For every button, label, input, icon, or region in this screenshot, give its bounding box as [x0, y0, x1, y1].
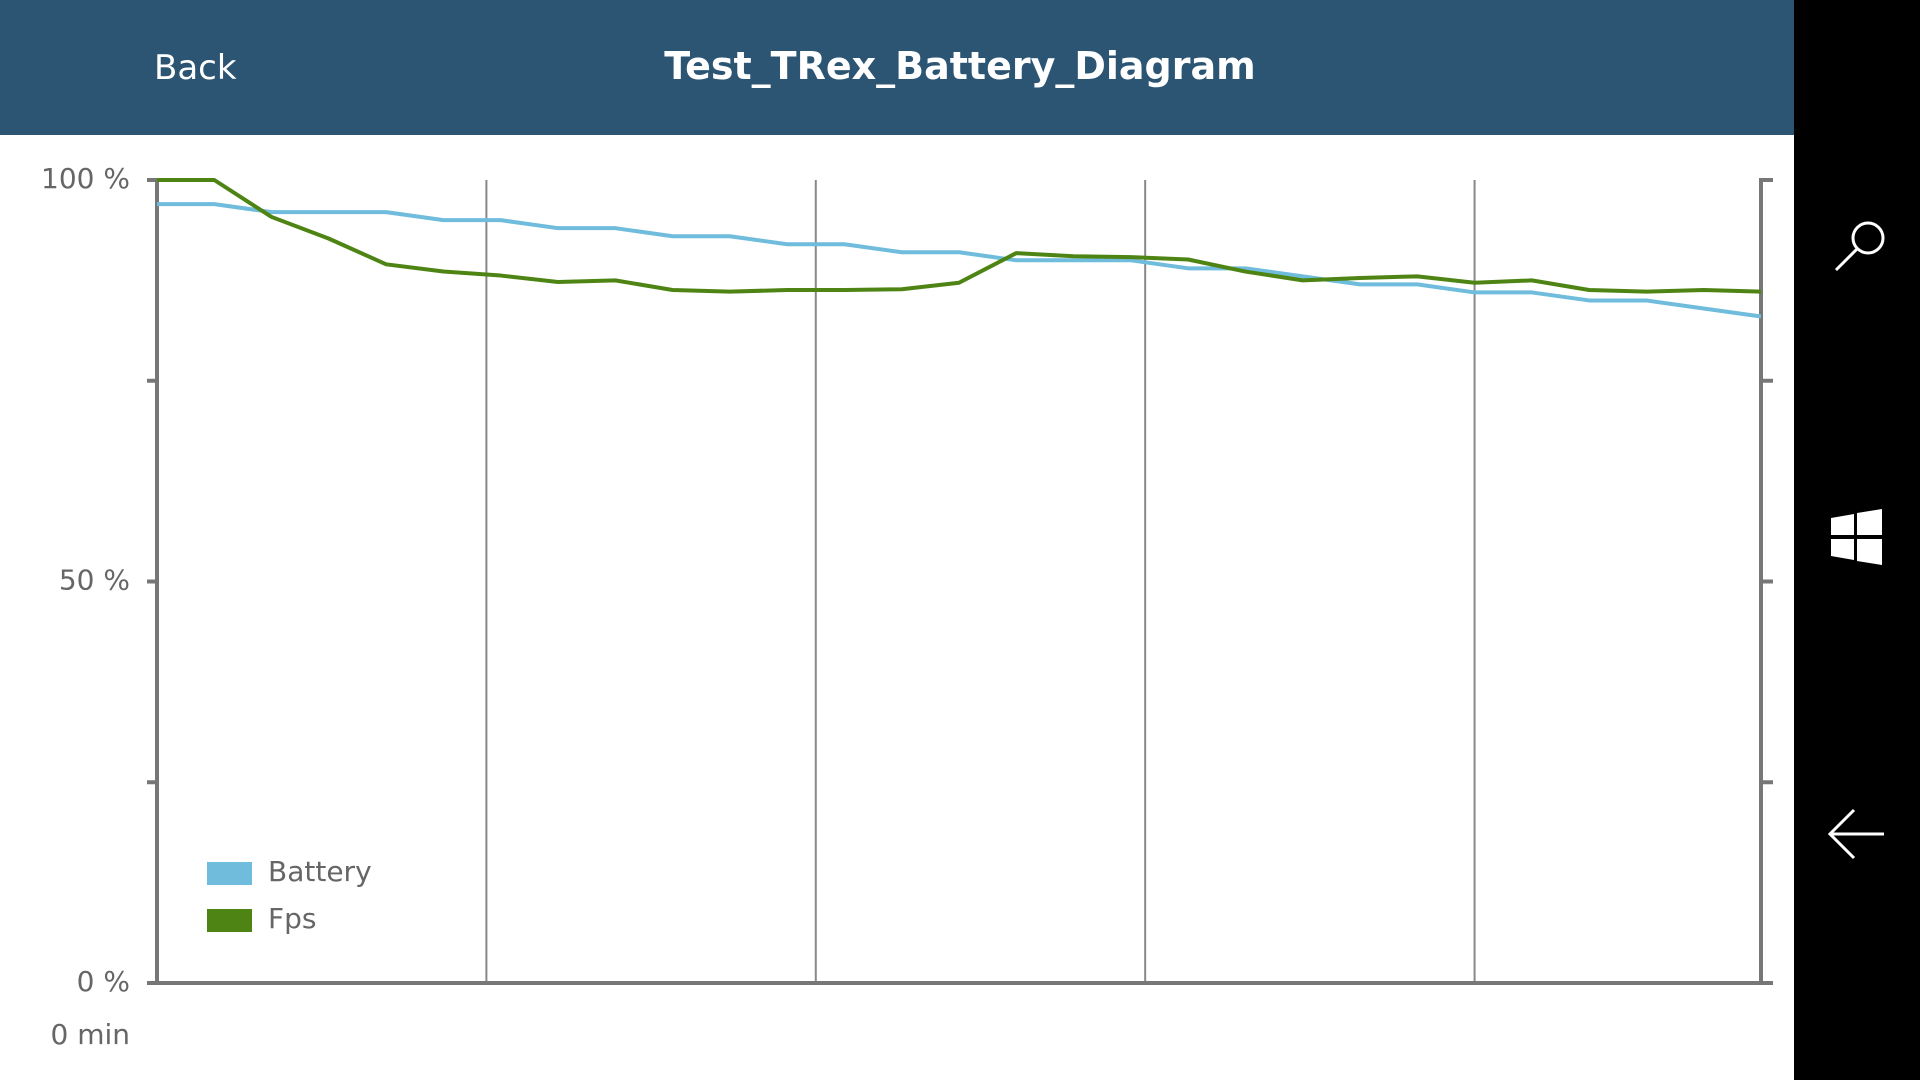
legend-label: Battery: [268, 855, 372, 888]
legend-swatch: [207, 862, 252, 885]
app-header: Back Test_TRex_Battery_Diagram: [0, 0, 1794, 135]
x-tick-label: 0 min: [50, 1018, 130, 1051]
back-button[interactable]: Back: [154, 48, 237, 88]
data-line: [157, 178, 1762, 294]
nav-bar: [1794, 0, 1920, 1080]
search-icon[interactable]: [1834, 221, 1885, 272]
data-line: [157, 202, 1762, 319]
chart: 0 % 50 % 100 % 0 min Battery Fps: [41, 162, 1773, 1051]
y-tick-label: 50 %: [59, 564, 130, 597]
back-arrow-icon[interactable]: [1827, 808, 1884, 860]
legend-swatch: [207, 909, 252, 932]
windows-icon[interactable]: [1831, 509, 1882, 565]
y-tick-label: 100 %: [41, 162, 130, 195]
legend-label: Fps: [268, 902, 316, 935]
page-title: Test_TRex_Battery_Diagram: [664, 44, 1256, 88]
y-tick-label: 0 %: [77, 965, 130, 998]
